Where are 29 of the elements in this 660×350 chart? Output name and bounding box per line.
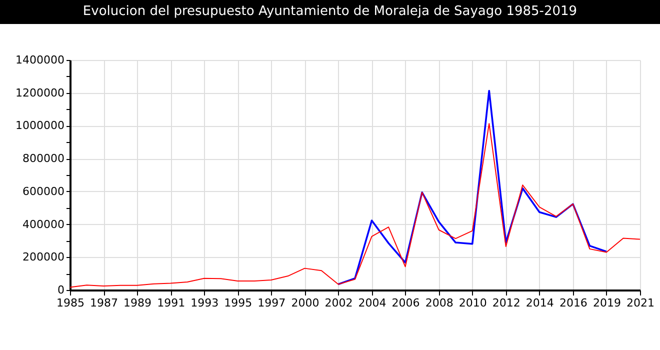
x-tick-label: 2002 xyxy=(324,296,353,310)
x-tick-label: 1985 xyxy=(56,296,84,310)
x-tick-label: 2004 xyxy=(358,296,386,310)
x-tick-label: 2006 xyxy=(392,296,420,310)
x-tick-label: 2014 xyxy=(526,296,554,310)
x-tick-label: 1995 xyxy=(224,296,252,310)
x-tick-label: 1997 xyxy=(258,296,286,310)
x-tick-label: 2010 xyxy=(458,296,487,310)
y-tick-label: 200000 xyxy=(22,250,64,264)
line-series xyxy=(337,90,608,286)
y-tick-label: 0 xyxy=(58,284,64,296)
y-tick-label: 600000 xyxy=(22,184,64,198)
x-tick-label: 1991 xyxy=(157,296,186,310)
y-tick-label: 1400000 xyxy=(16,54,64,66)
x-tick-label: 1989 xyxy=(124,296,152,310)
line-series xyxy=(70,123,640,288)
x-tick-label: 2000 xyxy=(291,296,320,310)
x-tick-label: 2021 xyxy=(626,296,654,310)
y-tick-label: 400000 xyxy=(22,218,64,231)
y-tick-label: 1000000 xyxy=(16,119,64,132)
y-tick-label: 1200000 xyxy=(16,86,64,100)
x-tick-label: 2019 xyxy=(592,296,621,310)
y-tick-label: 800000 xyxy=(22,152,64,166)
x-tick-label: 1993 xyxy=(190,296,219,310)
x-tick-label: 2008 xyxy=(425,296,454,310)
x-tick-label: 2016 xyxy=(559,296,588,310)
chart-title: Evolucion del presupuesto Ayuntamiento de Moraleja de Sayago 1985-2019 xyxy=(0,0,660,24)
x-tick-label: 1987 xyxy=(90,296,118,310)
x-tick-label: 2012 xyxy=(492,296,520,310)
